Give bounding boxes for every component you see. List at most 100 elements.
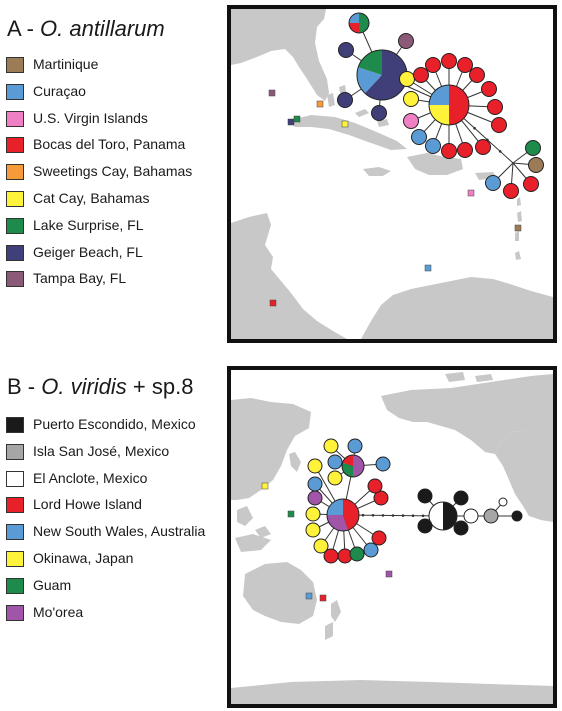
pie-slice (327, 499, 343, 515)
legend-label: Cat Cay, Bahamas (33, 189, 150, 206)
haplotype-node (525, 140, 541, 156)
mutation-step (473, 126, 476, 130)
land-shape (235, 534, 271, 552)
haplotype-node (503, 183, 519, 199)
legend-label: Tampa Bay, FL (33, 270, 127, 287)
mutation-step (361, 513, 365, 517)
haplotype-node (348, 12, 370, 34)
land-shape (377, 119, 389, 127)
land-shape (517, 211, 522, 222)
land-shape (355, 109, 369, 117)
legend-label: Lord Howe Island (33, 496, 142, 513)
haplotype-node (337, 92, 353, 108)
haplotype-node (487, 99, 503, 115)
haplotype-node (399, 71, 415, 87)
haplotype-node (398, 33, 414, 49)
haplotype-node (417, 488, 433, 504)
land-shape (381, 374, 553, 454)
pie-slice (327, 515, 348, 531)
legend-label: El Anclote, Mexico (33, 469, 148, 486)
land-shape (515, 251, 521, 260)
caribbean-map (227, 5, 557, 343)
haplotype-node (441, 143, 457, 159)
haplotype-node (373, 490, 389, 506)
land-shape (495, 430, 553, 522)
haplotype-node (457, 142, 473, 158)
pie-slice (349, 23, 359, 33)
land-shape (363, 167, 391, 176)
sampling-site-marker (293, 115, 301, 123)
land-shape (255, 526, 271, 538)
haplotype-network-a (337, 12, 544, 199)
pacific-map-svg (231, 372, 553, 704)
pie-outline (428, 501, 458, 531)
pie-outline (341, 454, 365, 478)
haplotype-node (441, 53, 457, 69)
legend-swatch (6, 190, 24, 207)
legend-swatch (6, 244, 24, 261)
mutation-step (371, 514, 375, 517)
land-shape (361, 277, 553, 339)
haplotype-node (463, 508, 479, 524)
haplotype-node-mexico-hub (428, 501, 458, 531)
sampling-sites-b (261, 482, 393, 602)
haplotype-node (403, 91, 419, 107)
panel-a-letter: A - (7, 16, 41, 41)
haplotype-network-b (305, 438, 523, 564)
haplotype-node (511, 510, 523, 522)
haplotype-node (491, 117, 507, 133)
legend-swatch (6, 417, 24, 433)
mutation-step (498, 150, 502, 153)
sampling-sites-a (268, 89, 522, 307)
legend-label: Puerto Escondido, Mexico (33, 416, 196, 432)
legend-label: New South Wales, Australia (33, 523, 206, 540)
legend-swatch (6, 550, 24, 567)
haplotype-node (481, 81, 497, 97)
haplotype-node (371, 105, 387, 121)
mutation-step (391, 514, 395, 517)
legend-label: U.S. Virgin Islands (33, 109, 148, 126)
haplotype-node (485, 175, 501, 191)
caribbean-landmass (231, 9, 553, 339)
haplotype-node (483, 508, 499, 524)
land-shape (327, 93, 335, 107)
sampling-site-marker (424, 264, 432, 272)
sampling-site-marker (287, 510, 295, 518)
haplotype-node (338, 42, 354, 58)
haplotype-node (453, 490, 469, 506)
panel-a-title: A - O. antillarum (7, 16, 165, 42)
haplotype-node (307, 458, 323, 474)
land-shape (475, 374, 493, 382)
pie-slice (343, 499, 359, 531)
haplotype-node (349, 546, 365, 562)
haplotype-node (498, 497, 508, 507)
pie-slice (429, 85, 449, 105)
haplotype-node (327, 470, 343, 486)
pie-slice (349, 13, 359, 23)
mutation-step (401, 514, 405, 517)
haplotype-node (307, 490, 323, 506)
land-shape (231, 213, 347, 339)
pacific-landmass (231, 372, 553, 704)
land-shape (237, 506, 253, 526)
land-shape (231, 9, 329, 101)
legend-label: Curaçao (33, 82, 86, 99)
haplotype-node (523, 176, 539, 192)
legend-swatch (6, 443, 24, 460)
legend-label: Mo'orea (33, 603, 84, 620)
legend-swatch (6, 137, 24, 154)
sampling-site-marker (305, 592, 313, 600)
land-shape (231, 680, 553, 704)
pie-slice (443, 502, 457, 530)
sampling-site-marker (319, 594, 327, 602)
sampling-site-marker (268, 89, 276, 97)
pie-slice (449, 85, 469, 125)
haplotype-node (305, 522, 321, 538)
haplotype-node (341, 454, 365, 478)
haplotype-node (411, 129, 427, 145)
haplotype-node (367, 478, 383, 494)
legend-swatch (6, 57, 24, 73)
legend-swatch (6, 577, 24, 594)
panel-b-suffix: + sp.8 (126, 374, 194, 399)
haplotype-node-florida-hub (356, 49, 408, 101)
